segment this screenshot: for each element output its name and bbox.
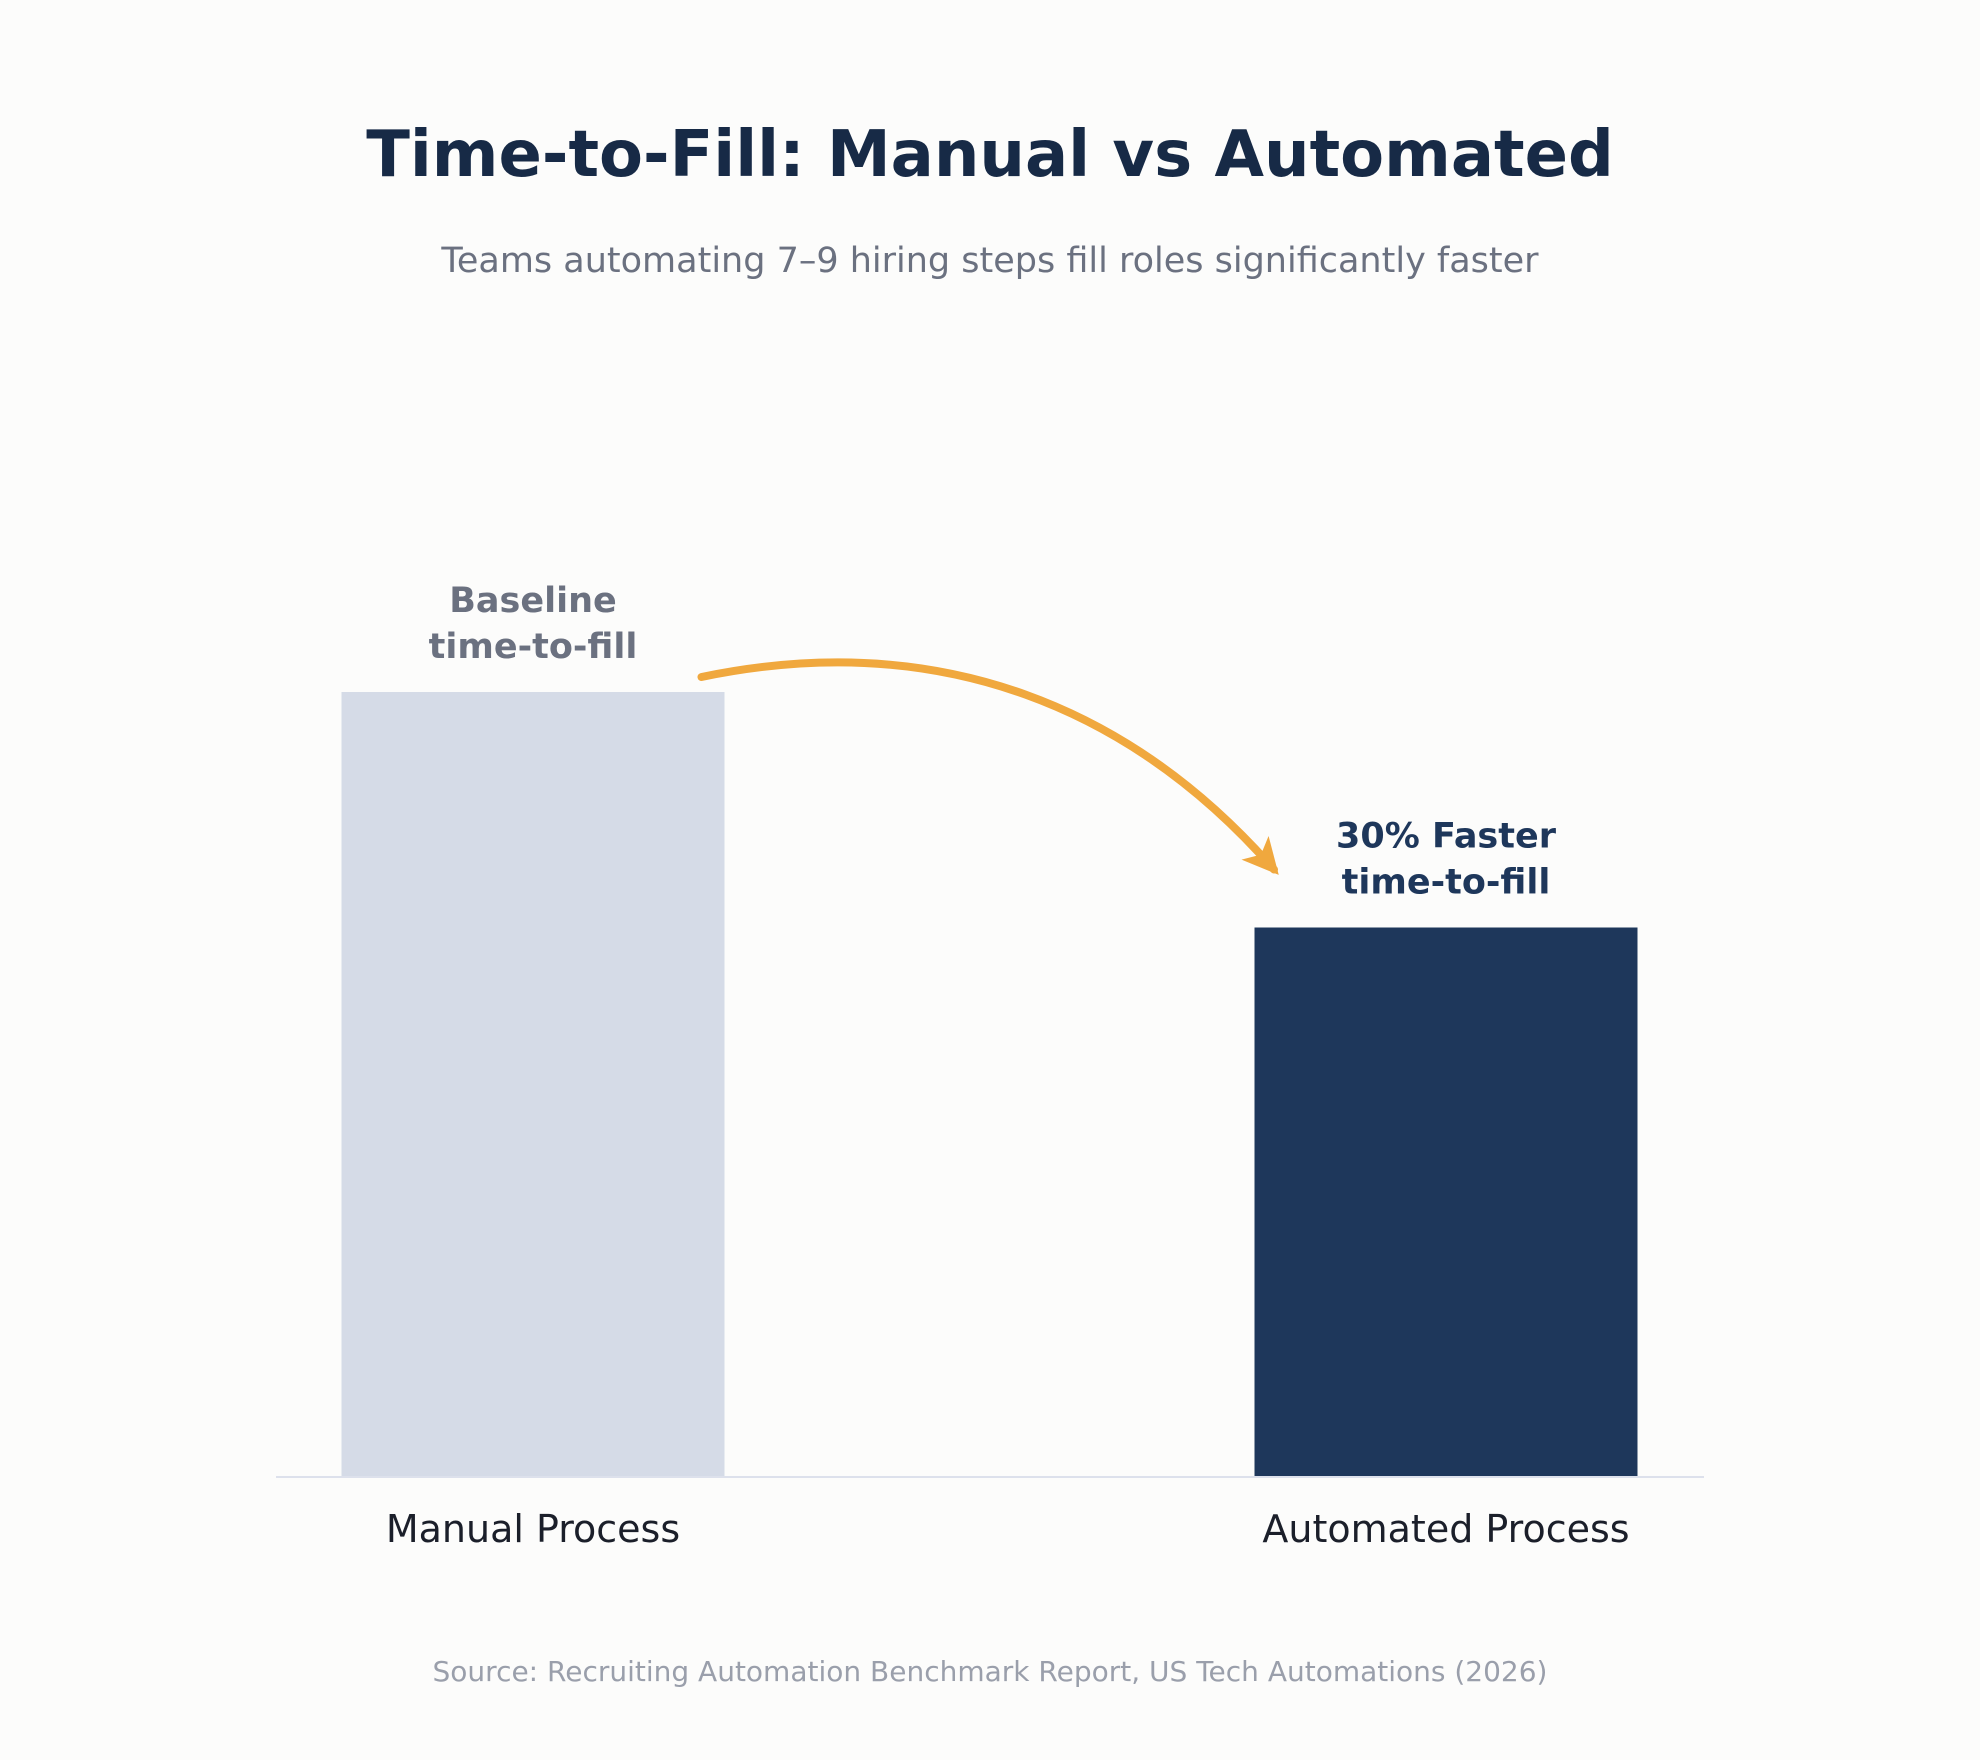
bar-label-line: time-to-fill <box>1342 863 1551 903</box>
bars-layer: Baseline time-to-fill Manual Process 30% Fa… <box>341 581 1638 1551</box>
bar-label-line: 30% Faster <box>1336 817 1557 857</box>
chart-subtitle: Teams automating 7–9 hiring steps fill r… <box>440 241 1539 281</box>
x-tick-label-manual-process: Manual Process <box>386 1507 680 1551</box>
x-tick-label-automated-process: Automated Process <box>1262 1507 1629 1551</box>
bar-manual-process <box>341 692 725 1477</box>
bar-label-automated-process: 30% Faster time-to-fill <box>1336 817 1557 903</box>
source-note: Source: Recruiting Automation Benchmark … <box>433 1655 1548 1688</box>
chart-title: Time-to-Fill: Manual vs Automated <box>366 118 1614 192</box>
bar-automated-process <box>1254 927 1638 1477</box>
curved-arrow <box>697 658 1279 875</box>
bar-label-line: time-to-fill <box>429 627 638 667</box>
bar-label-line: Baseline <box>449 581 617 621</box>
bar-label-manual-process: Baseline time-to-fill <box>429 581 638 667</box>
